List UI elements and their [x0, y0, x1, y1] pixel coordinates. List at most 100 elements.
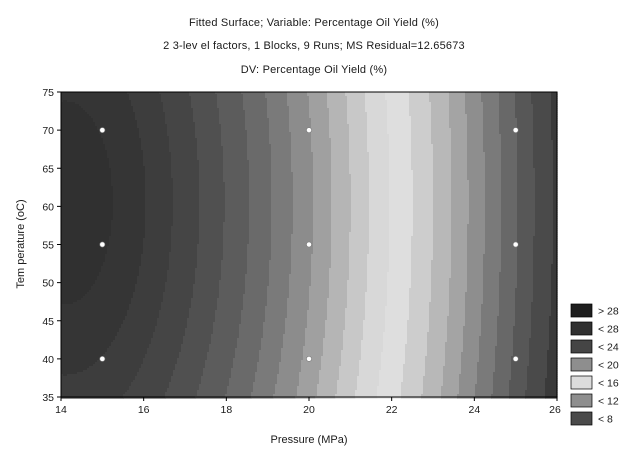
contour-band-segment	[511, 368, 528, 371]
contour-band-segment	[467, 160, 486, 163]
contour-band-segment	[517, 136, 534, 139]
contour-band-segment	[173, 372, 204, 375]
contour-band-segment	[501, 262, 518, 265]
contour-band-segment	[551, 270, 558, 273]
contour-band-segment	[61, 108, 84, 111]
contour-band-segment	[271, 196, 294, 199]
contour-band-segment	[359, 364, 382, 367]
contour-band-segment	[291, 248, 314, 251]
contour-band-segment	[189, 310, 216, 313]
contour-band-segment	[467, 132, 484, 135]
contour-band-segment	[61, 356, 102, 359]
contour-band-segment	[243, 96, 266, 99]
contour-band-segment	[197, 254, 224, 257]
contour-band-segment	[291, 140, 312, 143]
contour-band-segment	[293, 232, 314, 235]
contour-band-segment	[311, 268, 330, 271]
contour-band-segment	[553, 156, 558, 159]
contour-band-segment	[163, 104, 192, 107]
contour-band-segment	[351, 188, 370, 191]
contour-band-segment	[501, 270, 518, 273]
contour-band-segment	[269, 142, 292, 145]
contour-band-segment	[403, 368, 426, 371]
contour-band-segment	[313, 168, 332, 171]
contour-band-segment	[411, 258, 434, 261]
contour-band-segment	[211, 340, 238, 343]
contour-band-segment	[61, 342, 112, 345]
contour-band-segment	[459, 388, 476, 391]
contour-band-segment	[451, 262, 468, 265]
contour-band-segment	[367, 112, 388, 115]
contour-band-segment	[485, 216, 502, 219]
contour-band-segment	[199, 240, 224, 243]
contour-band-segment	[103, 354, 146, 357]
contour-band-segment	[289, 282, 312, 285]
contour-band-segment	[365, 292, 388, 295]
contour-band-segment	[553, 142, 558, 145]
contour-band-segment	[485, 162, 502, 165]
contour-band-segment	[291, 152, 314, 155]
contour-band-segment	[217, 96, 244, 99]
contour-band-segment	[553, 198, 558, 201]
contour-band-segment	[553, 250, 558, 253]
contour-band-segment	[467, 140, 484, 143]
contour-band-segment	[349, 168, 370, 171]
contour-band-segment	[291, 150, 312, 153]
contour-band-segment	[517, 146, 534, 149]
contour-band-segment	[481, 306, 500, 309]
contour-band-segment	[131, 302, 162, 305]
contour-band-segment	[301, 362, 322, 365]
contour-band-segment	[517, 250, 534, 253]
contour-band-segment	[553, 212, 558, 215]
contour-band-segment	[249, 190, 272, 193]
contour-band-segment	[517, 180, 536, 183]
contour-band-segment	[485, 172, 502, 175]
contour-band-segment	[551, 124, 558, 127]
contour-band-segment	[217, 302, 244, 305]
contour-band-segment	[467, 130, 484, 133]
contour-band-segment	[173, 202, 200, 205]
contour-band-segment	[513, 328, 532, 331]
contour-band-segment	[309, 104, 328, 107]
contour-band-segment	[197, 246, 224, 249]
contour-band-segment	[553, 144, 558, 147]
contour-band-segment	[239, 326, 264, 329]
contour-band-segment	[451, 230, 468, 233]
contour-band-segment	[141, 366, 176, 369]
contour-band-segment	[551, 120, 558, 123]
contour-band-segment	[225, 184, 250, 187]
contour-band-segment	[349, 164, 370, 167]
contour-band-segment	[433, 188, 452, 191]
contour-band-segment	[545, 386, 558, 389]
contour-band-segment	[163, 298, 192, 301]
contour-band-segment	[289, 106, 310, 109]
contour-band-segment	[517, 248, 534, 251]
contour-band-segment	[329, 286, 348, 289]
contour-band-segment	[407, 324, 430, 327]
contour-band-segment	[451, 238, 468, 241]
contour-band-segment	[533, 280, 552, 283]
contour-band-segment	[291, 266, 312, 269]
contour-band-segment	[467, 158, 486, 161]
contour-band-segment	[551, 292, 558, 295]
contour-band-segment	[463, 334, 482, 337]
contour-band-segment	[477, 382, 494, 385]
contour-band-segment	[145, 220, 174, 223]
contour-band-segment	[389, 208, 414, 211]
contour-band-segment	[269, 268, 292, 271]
contour-band-segment	[413, 220, 434, 223]
contour-band-segment	[313, 240, 332, 243]
contour-band-segment	[137, 126, 168, 129]
contour-band-segment	[287, 100, 310, 103]
contour-band-segment	[245, 278, 270, 281]
contour-band-segment	[497, 324, 516, 327]
contour-band-segment	[357, 376, 380, 379]
contour-band-segment	[169, 150, 198, 153]
contour-band-segment	[553, 260, 558, 263]
contour-band-segment	[451, 216, 470, 219]
contour-band-segment	[451, 234, 468, 237]
contour-band-segment	[223, 164, 250, 167]
contour-band-segment	[551, 114, 558, 117]
contour-band-segment	[527, 366, 548, 369]
contour-band-segment	[103, 140, 142, 143]
